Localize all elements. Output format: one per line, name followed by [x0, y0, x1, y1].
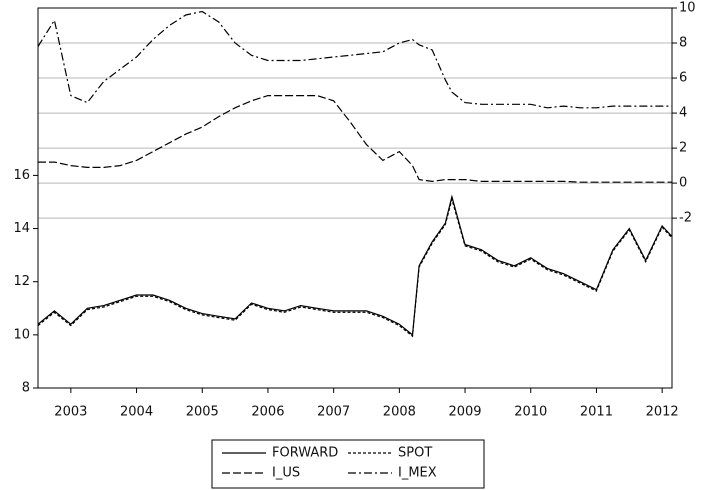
x-tick-label: 2004 — [120, 405, 153, 420]
y2-tick-label: 2 — [679, 141, 687, 156]
y-tick-label: 12 — [13, 274, 30, 289]
y2-tick-label: 10 — [679, 1, 696, 16]
legend-label: I_US — [272, 466, 300, 481]
legend-label: FORWARD — [272, 446, 338, 461]
plot-frame — [37, 7, 673, 389]
x-tick-label: 2008 — [383, 405, 416, 420]
y-tick-label: 10 — [13, 327, 30, 342]
y2-tick-label: 0 — [679, 176, 687, 191]
x-tick-label: 2011 — [580, 405, 613, 420]
x-tick-label: 2006 — [251, 405, 284, 420]
x-tick-label: 2010 — [514, 405, 547, 420]
series-line — [37, 194, 673, 337]
legend: FORWARD SPOT I_US I_MEX — [211, 439, 485, 489]
legend-label: I_MEX — [398, 466, 437, 481]
x-tick-label: 2005 — [186, 405, 219, 420]
x-tick-label: 2007 — [317, 405, 350, 420]
series-line — [37, 197, 673, 338]
x-tick-label: 2009 — [448, 405, 481, 420]
y-tick-label: 16 — [13, 168, 30, 183]
legend-box — [211, 439, 485, 489]
y2-tick-label: 4 — [679, 106, 687, 121]
x-tick-label: 2003 — [54, 405, 87, 420]
y2-tick-label: 6 — [679, 71, 687, 86]
x-tick-label: 2012 — [646, 405, 679, 420]
series-line — [37, 10, 672, 109]
legend-label: SPOT — [398, 446, 432, 461]
y-tick-label: 8 — [22, 381, 30, 396]
y2-tick-label: -2 — [679, 211, 692, 226]
series-line — [38, 95, 672, 183]
y-tick-label: 14 — [13, 221, 30, 236]
y2-tick-label: 8 — [679, 36, 687, 51]
